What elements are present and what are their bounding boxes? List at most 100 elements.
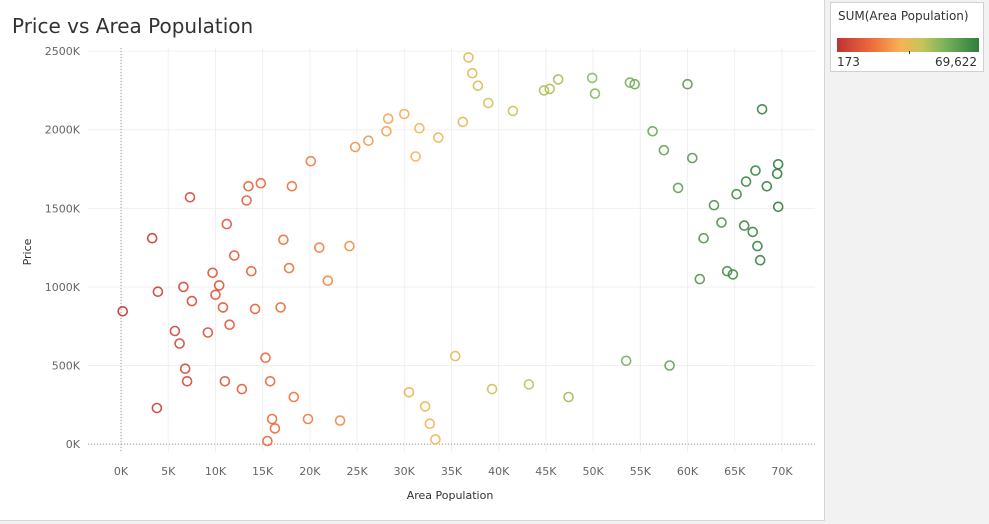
data-point[interactable] <box>747 226 759 238</box>
data-point[interactable] <box>716 217 727 228</box>
data-point[interactable] <box>523 379 535 390</box>
data-point[interactable] <box>243 181 254 192</box>
data-point[interactable] <box>260 352 271 364</box>
data-point[interactable] <box>288 391 300 403</box>
data-point[interactable] <box>186 295 198 307</box>
data-point[interactable] <box>449 350 461 362</box>
data-point[interactable] <box>302 413 314 425</box>
data-point[interactable] <box>275 302 286 313</box>
data-point[interactable] <box>241 195 252 206</box>
data-point[interactable] <box>694 273 706 285</box>
data-point[interactable] <box>184 192 196 203</box>
data-point[interactable] <box>727 269 739 280</box>
data-point[interactable] <box>589 88 601 99</box>
data-point[interactable] <box>152 286 164 298</box>
x-tick-label: 0K <box>114 465 129 478</box>
data-point[interactable] <box>756 104 768 115</box>
data-point[interactable] <box>664 360 675 371</box>
data-point[interactable] <box>463 52 474 63</box>
data-point[interactable] <box>686 152 698 164</box>
data-point[interactable] <box>721 265 733 277</box>
data-point[interactable] <box>286 181 298 192</box>
data-point[interactable] <box>363 135 374 146</box>
data-point[interactable] <box>538 85 550 96</box>
data-point[interactable] <box>181 375 193 387</box>
data-point[interactable] <box>424 418 436 430</box>
data-point[interactable] <box>217 302 229 313</box>
data-point[interactable] <box>761 181 773 192</box>
data-point[interactable] <box>507 105 519 117</box>
data-point[interactable] <box>647 126 658 137</box>
data-point[interactable] <box>169 325 181 337</box>
data-point[interactable] <box>334 415 346 426</box>
data-point[interactable] <box>752 240 763 252</box>
data-point[interactable] <box>414 122 425 134</box>
data-point[interactable] <box>151 402 163 414</box>
data-point[interactable] <box>255 177 267 189</box>
data-point[interactable] <box>146 232 158 244</box>
data-point[interactable] <box>750 165 761 176</box>
data-point[interactable] <box>178 281 189 293</box>
data-point[interactable] <box>344 240 355 252</box>
data-point[interactable] <box>432 132 444 143</box>
data-point[interactable] <box>738 220 750 231</box>
data-point[interactable] <box>246 265 257 277</box>
data-point[interactable] <box>624 77 636 88</box>
data-point[interactable] <box>221 218 233 230</box>
data-point[interactable] <box>754 254 766 266</box>
data-point[interactable] <box>403 386 415 398</box>
data-point[interactable] <box>772 201 784 213</box>
data-point[interactable] <box>672 182 684 194</box>
data-point[interactable] <box>117 305 128 317</box>
color-legend[interactable]: SUM(Area Population) 173 69,622 <box>830 2 984 72</box>
data-point[interactable] <box>708 199 720 211</box>
data-point[interactable] <box>486 383 498 395</box>
data-point[interactable] <box>629 78 641 90</box>
data-point[interactable] <box>174 338 185 349</box>
data-point[interactable] <box>381 126 392 137</box>
data-point[interactable] <box>224 319 235 331</box>
data-point[interactable] <box>740 176 752 187</box>
data-point[interactable] <box>772 159 784 170</box>
data-point[interactable] <box>482 97 494 109</box>
data-point[interactable] <box>410 151 421 162</box>
data-point[interactable] <box>586 72 598 84</box>
data-point[interactable] <box>466 67 478 79</box>
data-point[interactable] <box>544 83 556 95</box>
data-point[interactable] <box>698 232 709 244</box>
data-point[interactable] <box>620 355 632 367</box>
data-point[interactable] <box>430 434 441 445</box>
data-point[interactable] <box>236 383 248 395</box>
data-point[interactable] <box>658 144 670 156</box>
data-point[interactable] <box>249 303 261 315</box>
data-point[interactable] <box>305 155 317 167</box>
data-point[interactable] <box>278 234 289 246</box>
scatter-chart[interactable]: 0K 5K 10K 15K 20K 25K 30K 35K 40K 45K 50K 55K 60K 65K… <box>0 0 824 520</box>
data-point[interactable] <box>262 435 273 447</box>
data-point[interactable] <box>563 391 574 403</box>
data-point[interactable] <box>322 275 334 287</box>
data-point[interactable] <box>269 423 281 434</box>
data-point[interactable] <box>349 141 361 153</box>
data-point[interactable] <box>229 250 240 261</box>
data-point[interactable] <box>179 363 191 375</box>
data-point[interactable] <box>313 242 325 253</box>
data-point[interactable] <box>382 113 394 124</box>
data-point[interactable] <box>202 327 214 338</box>
data-point[interactable] <box>398 108 410 120</box>
data-point[interactable] <box>472 80 484 91</box>
data-point[interactable] <box>283 262 295 274</box>
data-point[interactable] <box>219 375 231 387</box>
data-point[interactable] <box>266 413 278 425</box>
data-point[interactable] <box>419 401 431 412</box>
y-tick-label: 0K <box>66 438 81 451</box>
data-point[interactable] <box>771 168 783 180</box>
data-point[interactable] <box>682 78 693 90</box>
data-point[interactable] <box>731 188 742 200</box>
data-point[interactable] <box>213 280 225 291</box>
data-point[interactable] <box>552 74 564 85</box>
data-point[interactable] <box>457 116 469 128</box>
data-point[interactable] <box>210 289 221 301</box>
data-point[interactable] <box>264 375 276 387</box>
data-point[interactable] <box>207 267 218 279</box>
